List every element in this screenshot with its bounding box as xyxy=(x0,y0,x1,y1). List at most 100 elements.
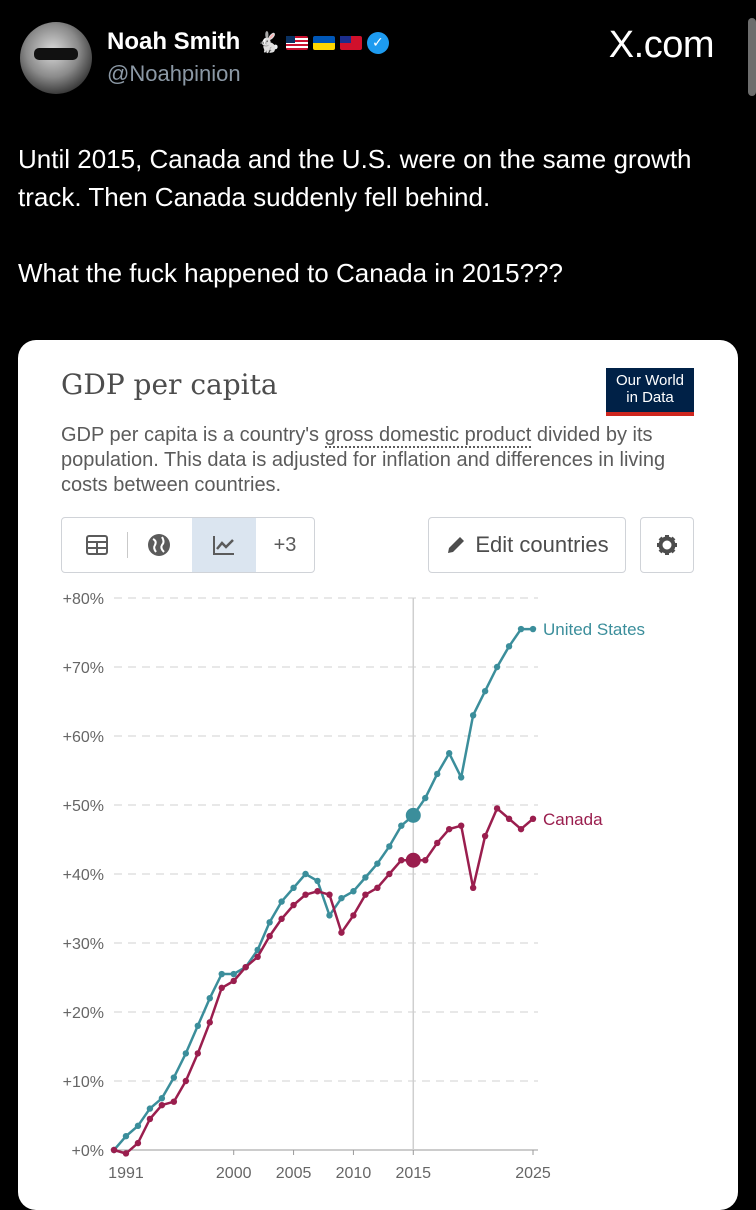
data-point xyxy=(254,946,261,954)
author-handle[interactable]: @Noahpinion xyxy=(107,61,241,86)
chart-card[interactable]: GDP per capita Our World in Data GDP per… xyxy=(18,340,738,1210)
y-tick-label: +10% xyxy=(63,1074,104,1091)
data-point xyxy=(290,884,297,891)
data-point xyxy=(517,825,525,833)
data-point xyxy=(314,888,321,895)
name-badges: 🐇 ✓ xyxy=(256,30,389,55)
author-name[interactable]: Noah Smith xyxy=(107,28,241,55)
series-line xyxy=(113,627,533,1151)
tweet-paragraph-2: What the fuck happened to Canada in 2015… xyxy=(18,258,563,288)
view-toolbar: +3 xyxy=(61,517,315,573)
data-point xyxy=(122,1133,130,1140)
data-point xyxy=(398,822,405,829)
series-label: United States xyxy=(543,620,645,639)
data-point xyxy=(405,852,421,868)
data-point xyxy=(278,898,285,905)
data-point xyxy=(505,643,513,650)
owid-logo-line2: in Data xyxy=(626,389,674,406)
more-views-button[interactable]: +3 xyxy=(273,533,297,556)
scrollbar[interactable] xyxy=(748,18,756,96)
data-point xyxy=(481,687,489,695)
x-tick-label: 1991 xyxy=(108,1165,144,1182)
toolbar-separator xyxy=(127,532,128,558)
series-line xyxy=(113,807,534,1155)
data-point xyxy=(529,815,537,822)
data-point xyxy=(194,1050,201,1057)
data-point xyxy=(158,1101,166,1109)
y-tick-label: +60% xyxy=(63,729,104,746)
gdp-definition-link[interactable]: gross domestic product xyxy=(324,424,532,448)
data-point xyxy=(446,825,453,833)
data-point xyxy=(218,984,225,992)
x-tick-label: 2005 xyxy=(276,1165,312,1182)
data-point xyxy=(158,1095,166,1102)
edit-countries-button[interactable]: Edit countries xyxy=(428,517,626,573)
x-tick-label: 2010 xyxy=(336,1165,372,1182)
avatar[interactable] xyxy=(20,22,92,94)
data-point xyxy=(457,822,465,829)
edit-countries-label: Edit countries xyxy=(475,532,609,557)
desc-pre: GDP per capita is a country's xyxy=(61,424,325,446)
taiwan-flag-icon xyxy=(339,35,362,50)
data-point xyxy=(422,794,429,802)
data-point xyxy=(398,857,405,864)
data-point xyxy=(493,663,501,671)
y-tick-label: +50% xyxy=(63,798,104,815)
y-tick-label: +70% xyxy=(63,660,104,677)
y-tick-label: +30% xyxy=(63,936,104,953)
data-point xyxy=(110,1146,118,1154)
data-point xyxy=(230,970,237,978)
data-point xyxy=(122,1150,130,1157)
y-tick-label: +80% xyxy=(63,591,104,608)
owid-logo-line1: Our World xyxy=(615,372,685,389)
series-label: Canada xyxy=(543,810,603,829)
data-point xyxy=(314,877,321,885)
data-point xyxy=(362,891,369,898)
data-point xyxy=(374,884,381,891)
data-point xyxy=(302,891,309,898)
data-point xyxy=(422,857,429,864)
data-point xyxy=(134,1122,142,1130)
tweet-text: Until 2015, Canada and the U.S. were on … xyxy=(18,140,718,292)
data-point xyxy=(146,1105,154,1112)
data-point xyxy=(517,625,525,633)
map-view-button[interactable] xyxy=(136,518,182,572)
gdp-line-chart[interactable]: +0% +10% +20% +30% +40% +50% +60% +70% +80% 1991 2… xyxy=(18,340,738,1210)
data-point xyxy=(218,970,225,978)
data-point xyxy=(230,977,237,985)
data-point xyxy=(481,832,489,840)
y-tick-label: +0% xyxy=(72,1143,104,1160)
us-flag-icon xyxy=(285,35,308,50)
table-icon xyxy=(86,535,108,555)
y-tick-label: +40% xyxy=(63,867,104,884)
owid-logo: Our World in Data xyxy=(606,368,694,416)
x-tick-label: 2000 xyxy=(216,1165,252,1182)
data-point xyxy=(386,843,393,850)
data-point xyxy=(505,815,513,822)
data-point xyxy=(469,712,477,719)
data-point xyxy=(254,953,261,960)
data-point xyxy=(146,1115,154,1123)
line-chart-icon xyxy=(213,536,234,555)
site-logo[interactable]: X.com xyxy=(608,24,715,66)
data-point xyxy=(182,1077,190,1085)
data-point xyxy=(278,915,285,923)
data-point xyxy=(290,901,297,909)
data-point xyxy=(434,770,441,778)
chart-description: GDP per capita is a country's gross dome… xyxy=(61,423,701,498)
rabbit-icon: 🐇 xyxy=(256,32,281,54)
data-point xyxy=(350,912,357,919)
settings-button[interactable] xyxy=(640,517,694,573)
table-view-button[interactable] xyxy=(74,518,120,572)
data-point xyxy=(493,805,501,812)
data-point xyxy=(326,912,333,919)
data-point xyxy=(134,1139,142,1147)
ukraine-flag-icon xyxy=(312,35,335,50)
tweet-paragraph-1: Until 2015, Canada and the U.S. were on … xyxy=(18,144,692,212)
chart-view-button[interactable] xyxy=(192,518,256,572)
y-tick-label: +20% xyxy=(63,1005,104,1022)
x-tick-label: 2025 xyxy=(515,1165,551,1182)
globe-icon xyxy=(148,534,170,556)
pencil-icon xyxy=(448,537,465,553)
data-point xyxy=(326,891,333,898)
